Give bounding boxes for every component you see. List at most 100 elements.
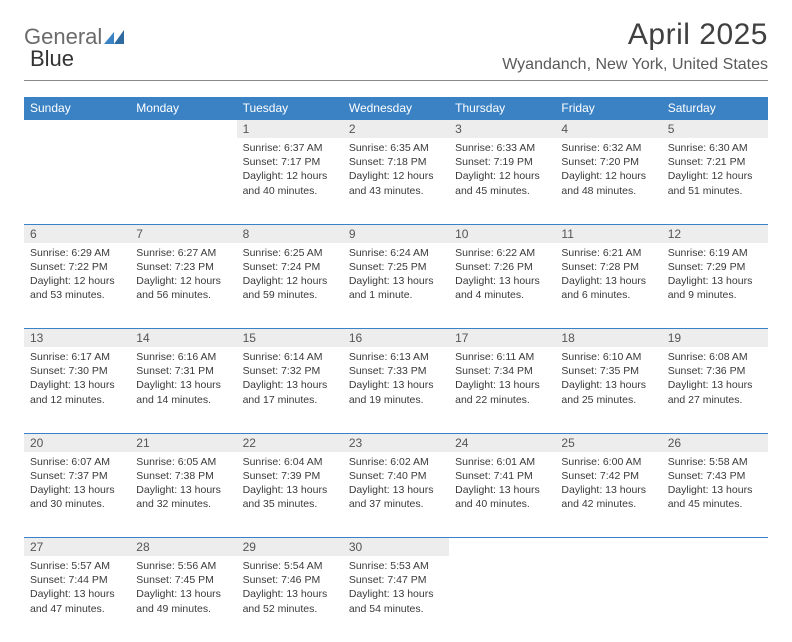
calendar-head: SundayMondayTuesdayWednesdayThursdayFrid… xyxy=(24,97,768,120)
day-content-cell: Sunrise: 6:08 AMSunset: 7:36 PMDaylight:… xyxy=(662,347,768,433)
sunset-line: Sunset: 7:37 PM xyxy=(30,469,124,483)
day-number-cell: 6 xyxy=(24,224,130,243)
month-title: April 2025 xyxy=(24,18,768,52)
sunset-line: Sunset: 7:47 PM xyxy=(349,573,443,587)
day-content-cell: Sunrise: 6:19 AMSunset: 7:29 PMDaylight:… xyxy=(662,243,768,329)
sunset-line: Sunset: 7:24 PM xyxy=(243,260,337,274)
calendar-body: 12345Sunrise: 6:37 AMSunset: 7:17 PMDayl… xyxy=(24,120,768,642)
day-content-cell: Sunrise: 6:13 AMSunset: 7:33 PMDaylight:… xyxy=(343,347,449,433)
sunrise-line: Sunrise: 6:29 AM xyxy=(30,246,124,260)
sunrise-line: Sunrise: 5:53 AM xyxy=(349,559,443,573)
sunrise-line: Sunrise: 6:30 AM xyxy=(668,141,762,155)
day-number-cell: 19 xyxy=(662,329,768,348)
weekday-header: Sunday xyxy=(24,97,130,120)
day-content-cell xyxy=(555,556,661,642)
daylight-line-1: Daylight: 12 hours xyxy=(243,169,337,183)
day-content-cell: Sunrise: 6:24 AMSunset: 7:25 PMDaylight:… xyxy=(343,243,449,329)
daylight-line-1: Daylight: 12 hours xyxy=(668,169,762,183)
day-number-cell: 25 xyxy=(555,433,661,452)
day-number-cell: 11 xyxy=(555,224,661,243)
sunrise-line: Sunrise: 6:08 AM xyxy=(668,350,762,364)
daylight-line-2: and 49 minutes. xyxy=(136,602,230,616)
day-content-cell: Sunrise: 6:25 AMSunset: 7:24 PMDaylight:… xyxy=(237,243,343,329)
day-content-cell: Sunrise: 6:33 AMSunset: 7:19 PMDaylight:… xyxy=(449,138,555,224)
daylight-line-2: and 48 minutes. xyxy=(561,184,655,198)
sunrise-line: Sunrise: 6:24 AM xyxy=(349,246,443,260)
daylight-line-2: and 25 minutes. xyxy=(561,393,655,407)
sunset-line: Sunset: 7:34 PM xyxy=(455,364,549,378)
daylight-line-2: and 42 minutes. xyxy=(561,497,655,511)
day-number-row: 20212223242526 xyxy=(24,433,768,452)
sunset-line: Sunset: 7:19 PM xyxy=(455,155,549,169)
day-number-cell: 2 xyxy=(343,120,449,139)
sunrise-line: Sunrise: 6:16 AM xyxy=(136,350,230,364)
day-number-cell xyxy=(449,538,555,557)
sunset-line: Sunset: 7:28 PM xyxy=(561,260,655,274)
daylight-line-1: Daylight: 12 hours xyxy=(349,169,443,183)
sunrise-line: Sunrise: 6:07 AM xyxy=(30,455,124,469)
day-content-cell: Sunrise: 6:04 AMSunset: 7:39 PMDaylight:… xyxy=(237,452,343,538)
day-number-row: 13141516171819 xyxy=(24,329,768,348)
sunset-line: Sunset: 7:38 PM xyxy=(136,469,230,483)
daylight-line-2: and 43 minutes. xyxy=(349,184,443,198)
daylight-line-2: and 4 minutes. xyxy=(455,288,549,302)
day-number-cell: 20 xyxy=(24,433,130,452)
day-content-cell xyxy=(24,138,130,224)
sunset-line: Sunset: 7:43 PM xyxy=(668,469,762,483)
sunset-line: Sunset: 7:30 PM xyxy=(30,364,124,378)
sunset-line: Sunset: 7:23 PM xyxy=(136,260,230,274)
daylight-line-2: and 9 minutes. xyxy=(668,288,762,302)
day-number-cell: 24 xyxy=(449,433,555,452)
location: Wyandanch, New York, United States xyxy=(24,56,768,81)
sunrise-line: Sunrise: 6:27 AM xyxy=(136,246,230,260)
day-content-cell: Sunrise: 6:27 AMSunset: 7:23 PMDaylight:… xyxy=(130,243,236,329)
daylight-line-1: Daylight: 12 hours xyxy=(30,274,124,288)
day-number-cell: 23 xyxy=(343,433,449,452)
daylight-line-1: Daylight: 13 hours xyxy=(349,274,443,288)
sunset-line: Sunset: 7:21 PM xyxy=(668,155,762,169)
day-content-cell xyxy=(449,556,555,642)
daylight-line-2: and 17 minutes. xyxy=(243,393,337,407)
daylight-line-2: and 56 minutes. xyxy=(136,288,230,302)
day-number-cell: 21 xyxy=(130,433,236,452)
sunset-line: Sunset: 7:39 PM xyxy=(243,469,337,483)
daylight-line-1: Daylight: 12 hours xyxy=(455,169,549,183)
brand-part2: Blue xyxy=(30,46,74,71)
day-content-cell: Sunrise: 6:37 AMSunset: 7:17 PMDaylight:… xyxy=(237,138,343,224)
sunrise-line: Sunrise: 6:22 AM xyxy=(455,246,549,260)
sunset-line: Sunset: 7:31 PM xyxy=(136,364,230,378)
daylight-line-1: Daylight: 13 hours xyxy=(455,483,549,497)
daylight-line-2: and 6 minutes. xyxy=(561,288,655,302)
day-number-cell: 3 xyxy=(449,120,555,139)
brand-mark-icon xyxy=(104,30,124,44)
day-number-cell xyxy=(24,120,130,139)
sunset-line: Sunset: 7:45 PM xyxy=(136,573,230,587)
day-number-cell: 26 xyxy=(662,433,768,452)
day-number-cell: 29 xyxy=(237,538,343,557)
brand-part2-wrap: Blue xyxy=(30,46,74,72)
sunset-line: Sunset: 7:44 PM xyxy=(30,573,124,587)
day-content-cell: Sunrise: 5:56 AMSunset: 7:45 PMDaylight:… xyxy=(130,556,236,642)
daylight-line-1: Daylight: 13 hours xyxy=(243,378,337,392)
sunrise-line: Sunrise: 5:54 AM xyxy=(243,559,337,573)
day-number-cell: 10 xyxy=(449,224,555,243)
day-content-cell: Sunrise: 6:10 AMSunset: 7:35 PMDaylight:… xyxy=(555,347,661,433)
daylight-line-1: Daylight: 12 hours xyxy=(243,274,337,288)
daylight-line-1: Daylight: 13 hours xyxy=(30,483,124,497)
daylight-line-1: Daylight: 13 hours xyxy=(668,274,762,288)
daylight-line-1: Daylight: 13 hours xyxy=(668,483,762,497)
sunset-line: Sunset: 7:35 PM xyxy=(561,364,655,378)
sunset-line: Sunset: 7:17 PM xyxy=(243,155,337,169)
sunrise-line: Sunrise: 6:05 AM xyxy=(136,455,230,469)
day-content-cell: Sunrise: 5:53 AMSunset: 7:47 PMDaylight:… xyxy=(343,556,449,642)
day-content-cell: Sunrise: 5:54 AMSunset: 7:46 PMDaylight:… xyxy=(237,556,343,642)
daylight-line-2: and 19 minutes. xyxy=(349,393,443,407)
sunrise-line: Sunrise: 6:00 AM xyxy=(561,455,655,469)
day-number-cell: 7 xyxy=(130,224,236,243)
day-number-cell: 13 xyxy=(24,329,130,348)
daylight-line-2: and 14 minutes. xyxy=(136,393,230,407)
daylight-line-1: Daylight: 13 hours xyxy=(455,378,549,392)
sunset-line: Sunset: 7:18 PM xyxy=(349,155,443,169)
weekday-header: Saturday xyxy=(662,97,768,120)
daylight-line-1: Daylight: 13 hours xyxy=(30,378,124,392)
